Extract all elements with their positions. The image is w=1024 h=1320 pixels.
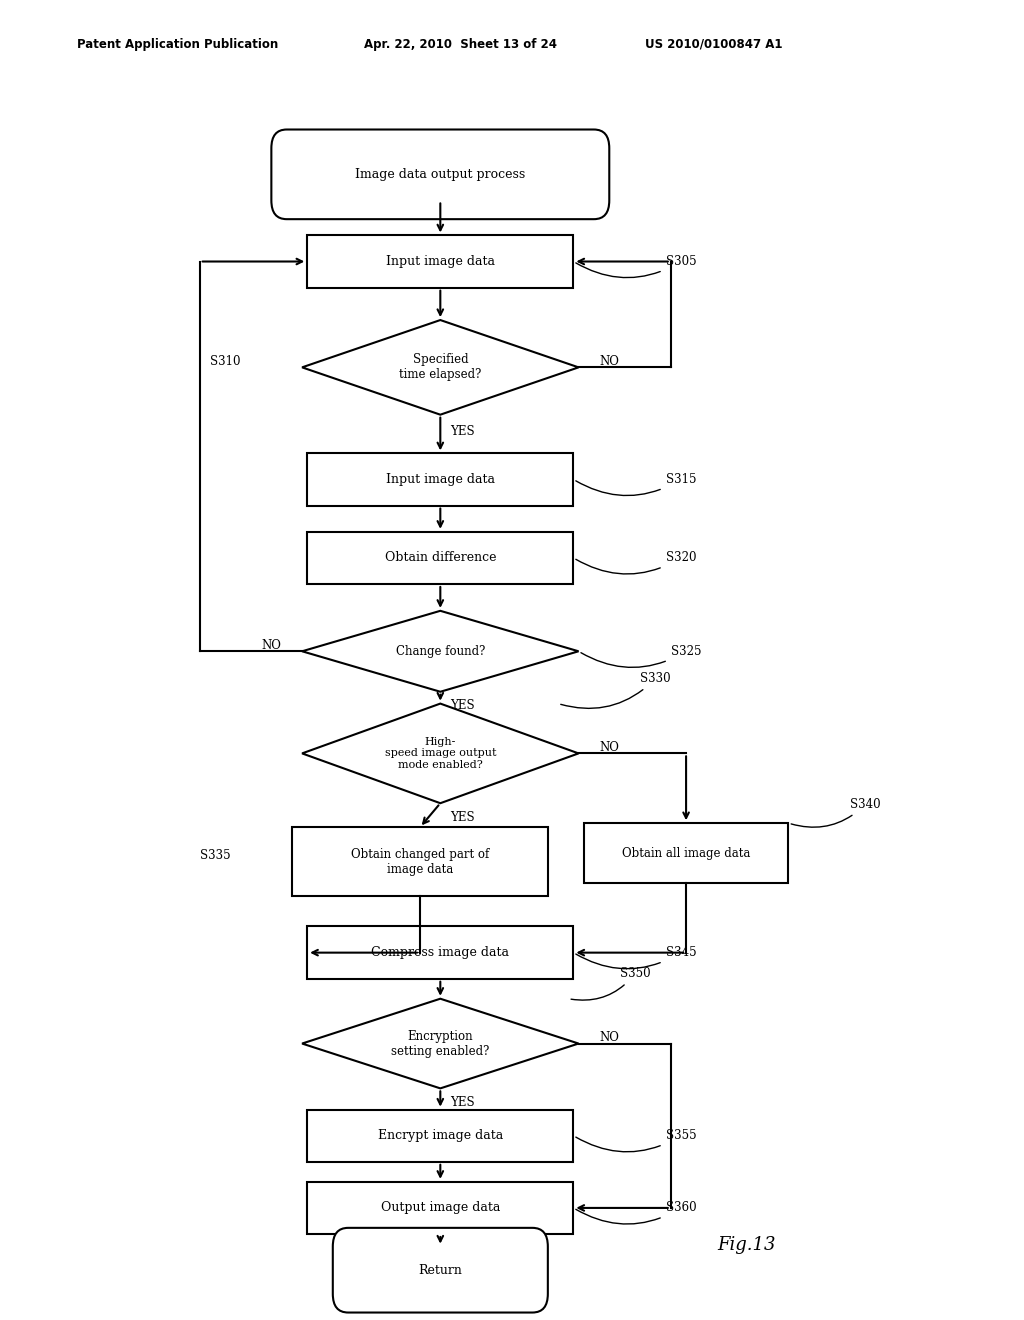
Polygon shape	[302, 999, 579, 1089]
Text: Encryption
setting enabled?: Encryption setting enabled?	[391, 1030, 489, 1057]
Bar	[307, 235, 573, 288]
Text: Compress image data: Compress image data	[372, 946, 509, 960]
Polygon shape	[302, 319, 579, 414]
Text: S320: S320	[575, 552, 696, 574]
Text: S305: S305	[575, 255, 696, 277]
Text: Change found?: Change found?	[395, 644, 485, 657]
Text: Image data output process: Image data output process	[355, 168, 525, 181]
Text: US 2010/0100847 A1: US 2010/0100847 A1	[645, 37, 782, 50]
Text: YES: YES	[451, 1096, 475, 1109]
Text: Specified
time elapsed?: Specified time elapsed?	[399, 354, 481, 381]
Bar	[307, 1110, 573, 1162]
Text: S350: S350	[571, 968, 650, 1001]
Text: Return: Return	[419, 1263, 462, 1276]
Text: NO: NO	[599, 741, 618, 754]
Text: Input image data: Input image data	[386, 255, 495, 268]
Text: YES: YES	[451, 810, 475, 824]
Text: YES: YES	[451, 425, 475, 438]
Text: YES: YES	[451, 700, 475, 713]
Text: Patent Application Publication: Patent Application Publication	[77, 37, 279, 50]
Text: NO: NO	[599, 1031, 618, 1044]
Text: S330: S330	[561, 672, 671, 709]
Bar	[292, 828, 548, 896]
Text: S355: S355	[575, 1129, 696, 1152]
Text: NO: NO	[599, 355, 618, 368]
Text: S310: S310	[210, 355, 241, 368]
Text: Obtain all image data: Obtain all image data	[622, 846, 751, 859]
Bar	[584, 824, 788, 883]
Text: NO: NO	[262, 639, 282, 652]
FancyBboxPatch shape	[333, 1228, 548, 1312]
Text: S335: S335	[200, 849, 230, 862]
Text: Apr. 22, 2010  Sheet 13 of 24: Apr. 22, 2010 Sheet 13 of 24	[364, 37, 556, 50]
Text: Obtain difference: Obtain difference	[385, 552, 496, 565]
Text: S345: S345	[575, 946, 696, 969]
Bar	[307, 453, 573, 506]
Text: S325: S325	[581, 644, 701, 668]
Bar	[307, 532, 573, 583]
FancyBboxPatch shape	[271, 129, 609, 219]
Text: High-
speed image output
mode enabled?: High- speed image output mode enabled?	[385, 737, 496, 770]
Text: S340: S340	[792, 799, 881, 828]
Text: Encrypt image data: Encrypt image data	[378, 1129, 503, 1142]
Polygon shape	[302, 611, 579, 692]
Text: Fig.13: Fig.13	[717, 1237, 775, 1254]
Text: S360: S360	[575, 1201, 696, 1224]
Text: Input image data: Input image data	[386, 473, 495, 486]
Bar	[307, 1181, 573, 1234]
Bar	[307, 927, 573, 979]
Text: S315: S315	[575, 473, 696, 495]
Text: Output image data: Output image data	[381, 1201, 500, 1214]
Text: Obtain changed part of
image data: Obtain changed part of image data	[350, 847, 489, 875]
Polygon shape	[302, 704, 579, 803]
